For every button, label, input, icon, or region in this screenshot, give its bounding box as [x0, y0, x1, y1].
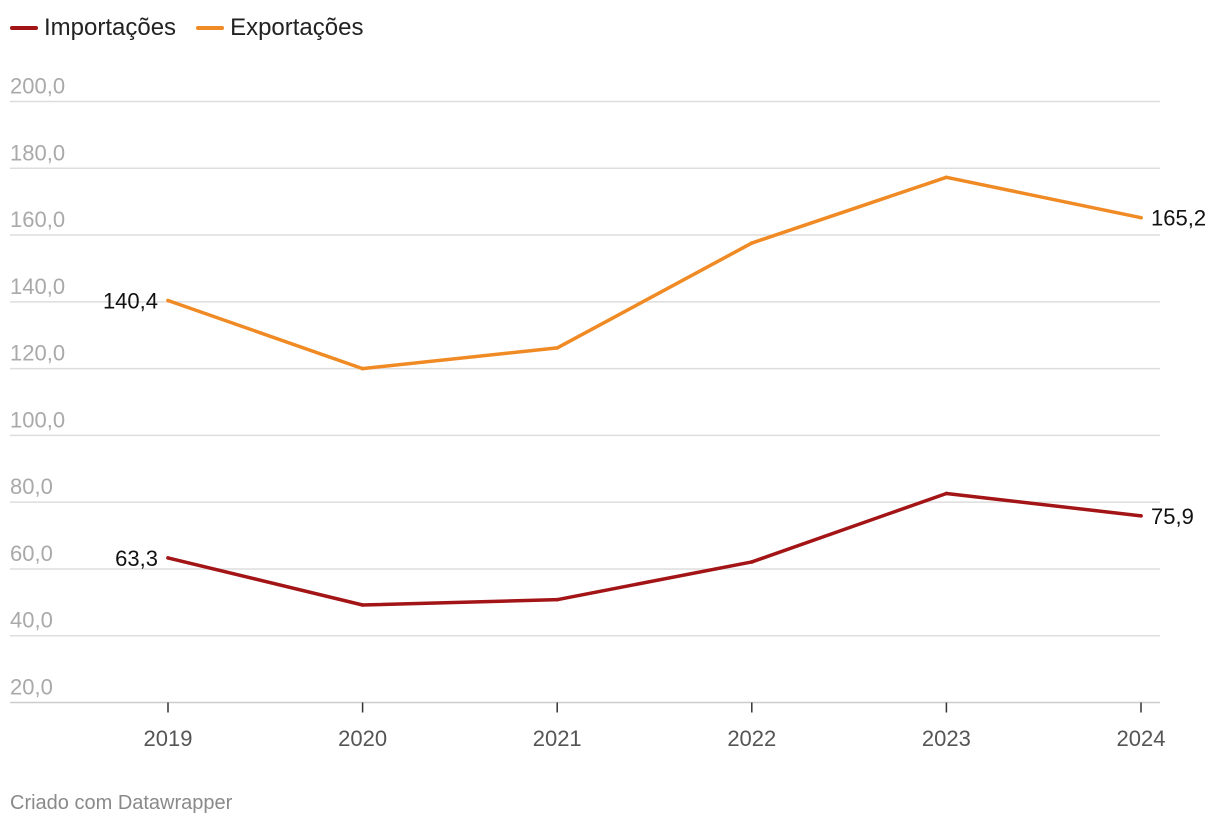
y-tick-label: 160,0: [10, 207, 65, 232]
y-tick-label: 100,0: [10, 407, 65, 432]
data-point: [944, 491, 949, 496]
legend-swatch-importacoes: [10, 26, 38, 30]
data-point: [166, 556, 170, 560]
y-tick-label: 60,0: [10, 541, 53, 566]
data-label-last: 75,9: [1151, 504, 1194, 529]
data-point: [555, 597, 559, 602]
data-label-first: 140,4: [103, 288, 158, 313]
data-point: [555, 346, 559, 350]
series-line-exportacoes: [166, 175, 1143, 371]
y-tick-label: 80,0: [10, 474, 53, 499]
x-tick-label: 2020: [338, 726, 387, 751]
data-point: [166, 298, 170, 303]
y-tick-label: 120,0: [10, 341, 65, 366]
data-point: [750, 241, 754, 245]
data-label-first: 63,3: [115, 546, 158, 571]
data-point: [360, 366, 365, 371]
data-point: [750, 560, 754, 564]
data-point: [1139, 514, 1143, 518]
legend-label-exportacoes: Exportações: [230, 14, 364, 41]
chart-legend: Importações Exportações: [10, 14, 363, 42]
series-line-importacoes: [166, 491, 1143, 607]
legend-item-importacoes: Importações: [10, 14, 176, 42]
x-tick-label: 2023: [922, 726, 971, 751]
x-tick-label: 2022: [727, 726, 776, 751]
x-tick-label: 2024: [1117, 726, 1166, 751]
x-tick-label: 2021: [533, 726, 582, 751]
y-tick-label: 40,0: [10, 608, 53, 633]
data-point: [360, 603, 365, 607]
legend-item-exportacoes: Exportações: [196, 14, 363, 42]
y-tick-label: 180,0: [10, 140, 65, 165]
credit-text: Criado com Datawrapper: [10, 792, 233, 814]
y-tick-label: 200,0: [10, 74, 65, 99]
legend-swatch-exportacoes: [196, 26, 225, 30]
legend-label-importacoes: Importações: [44, 14, 177, 41]
x-tick-label: 2019: [144, 726, 193, 751]
data-label-last: 165,2: [1151, 206, 1206, 231]
data-point: [1139, 215, 1143, 220]
data-point: [944, 175, 949, 180]
y-tick-label: 140,0: [10, 274, 65, 299]
y-tick-label: 20,0: [10, 675, 53, 700]
